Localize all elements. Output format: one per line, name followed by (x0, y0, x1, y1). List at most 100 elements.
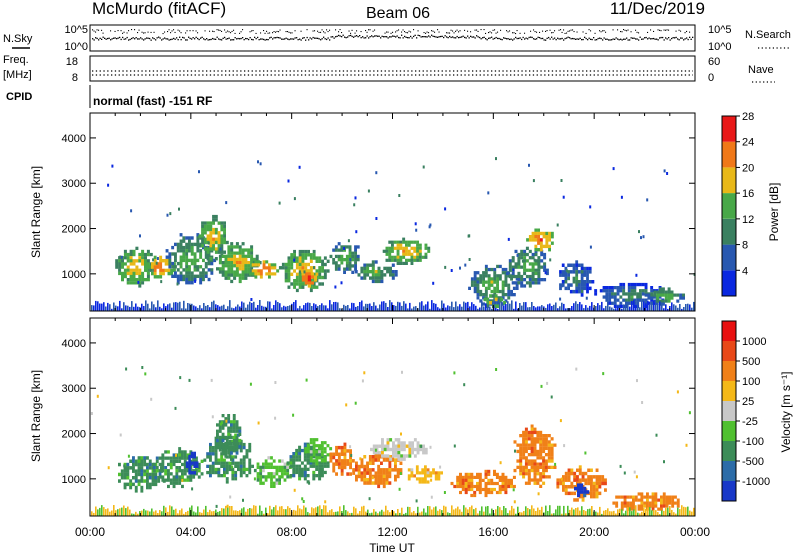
data-cell (580, 273, 584, 277)
data-cell (287, 285, 291, 289)
data-cell (584, 478, 588, 482)
colorbar-tick-label: 8 (742, 240, 748, 252)
data-cell (644, 282, 648, 287)
sparse-point (562, 195, 565, 199)
data-cell (143, 459, 147, 463)
scatter-mark (523, 302, 525, 311)
data-cell (134, 485, 138, 490)
sparse-point (221, 421, 223, 425)
data-cell (377, 458, 381, 462)
data-cell (388, 461, 392, 465)
scatter-mark (631, 301, 633, 311)
data-cell (272, 484, 276, 488)
scatter-mark (537, 507, 539, 516)
data-cell (476, 472, 479, 476)
nsky-point (311, 38, 313, 40)
data-cell (239, 467, 243, 472)
data-cell (385, 471, 389, 475)
data-cell (224, 261, 228, 265)
scatter-mark (469, 507, 471, 516)
nsky-point (462, 35, 464, 37)
data-cell (408, 444, 412, 448)
nsky-point (198, 38, 200, 41)
data-cell (306, 467, 310, 471)
sparse-point (495, 157, 497, 161)
data-cell (410, 258, 414, 262)
scatter-mark (427, 506, 429, 516)
data-cell (473, 490, 477, 495)
data-cell (564, 478, 568, 482)
data-cell (293, 256, 296, 260)
sparse-point (178, 207, 180, 211)
data-cell (501, 280, 505, 284)
scatter-mark (623, 304, 625, 311)
scatter-mark (205, 505, 207, 516)
data-cell (470, 283, 474, 287)
data-cell (281, 266, 285, 270)
sparse-point (415, 228, 418, 232)
data-cell (536, 456, 540, 460)
data-cell (185, 252, 189, 256)
data-cell (287, 272, 291, 276)
nsearch-point (96, 29, 98, 31)
data-cell (201, 237, 204, 241)
data-cell (493, 274, 497, 278)
scatter-mark (265, 507, 267, 516)
data-cell (598, 475, 602, 479)
scatter-mark (585, 305, 587, 311)
nsky-point (159, 37, 161, 39)
data-cell (514, 249, 518, 254)
data-cell (429, 474, 433, 478)
data-cell (190, 461, 194, 465)
data-region (203, 433, 254, 484)
sparse-point (305, 378, 308, 382)
sparse-point (250, 298, 253, 301)
data-cell (216, 445, 219, 449)
data-cell (511, 271, 515, 276)
nsky-point (438, 36, 440, 38)
data-region (329, 442, 355, 476)
scatter-mark (263, 306, 265, 311)
nsky-point (551, 36, 553, 38)
data-cell (539, 456, 543, 460)
data-cell (309, 279, 313, 283)
data-cell (507, 283, 511, 287)
data-cell (220, 237, 224, 241)
data-cell (416, 246, 419, 250)
scatter-mark (219, 511, 221, 516)
scatter-mark (199, 305, 201, 311)
data-cell (567, 283, 570, 287)
data-cell (304, 278, 308, 282)
data-cell (211, 467, 215, 472)
data-cell (242, 470, 246, 475)
data-cell (668, 495, 672, 499)
data-cell (183, 466, 187, 470)
data-cell (544, 462, 548, 466)
data-cell (138, 259, 142, 263)
data-cell (396, 261, 400, 265)
nsearch-point (93, 30, 95, 32)
scatter-mark (139, 511, 141, 516)
data-cell (326, 269, 330, 273)
data-cell (178, 456, 182, 460)
sparse-point (374, 448, 377, 452)
data-cell (164, 262, 168, 266)
sparse-point (194, 279, 197, 283)
data-cell (265, 266, 269, 270)
nsky-point (306, 36, 308, 39)
nsky-point (555, 39, 557, 41)
data-cell (543, 256, 547, 260)
data-cell (354, 270, 358, 274)
data-cell (411, 444, 414, 448)
data-cell (188, 274, 191, 278)
scatter-mark (173, 509, 175, 516)
data-cell (618, 495, 621, 499)
data-cell (479, 289, 483, 294)
data-cell (473, 484, 477, 489)
sparse-point (334, 285, 337, 289)
sparse-point (144, 372, 147, 376)
data-cell (218, 270, 222, 274)
data-cell (153, 268, 157, 273)
data-cell (345, 258, 349, 262)
scatter-mark (187, 303, 189, 311)
